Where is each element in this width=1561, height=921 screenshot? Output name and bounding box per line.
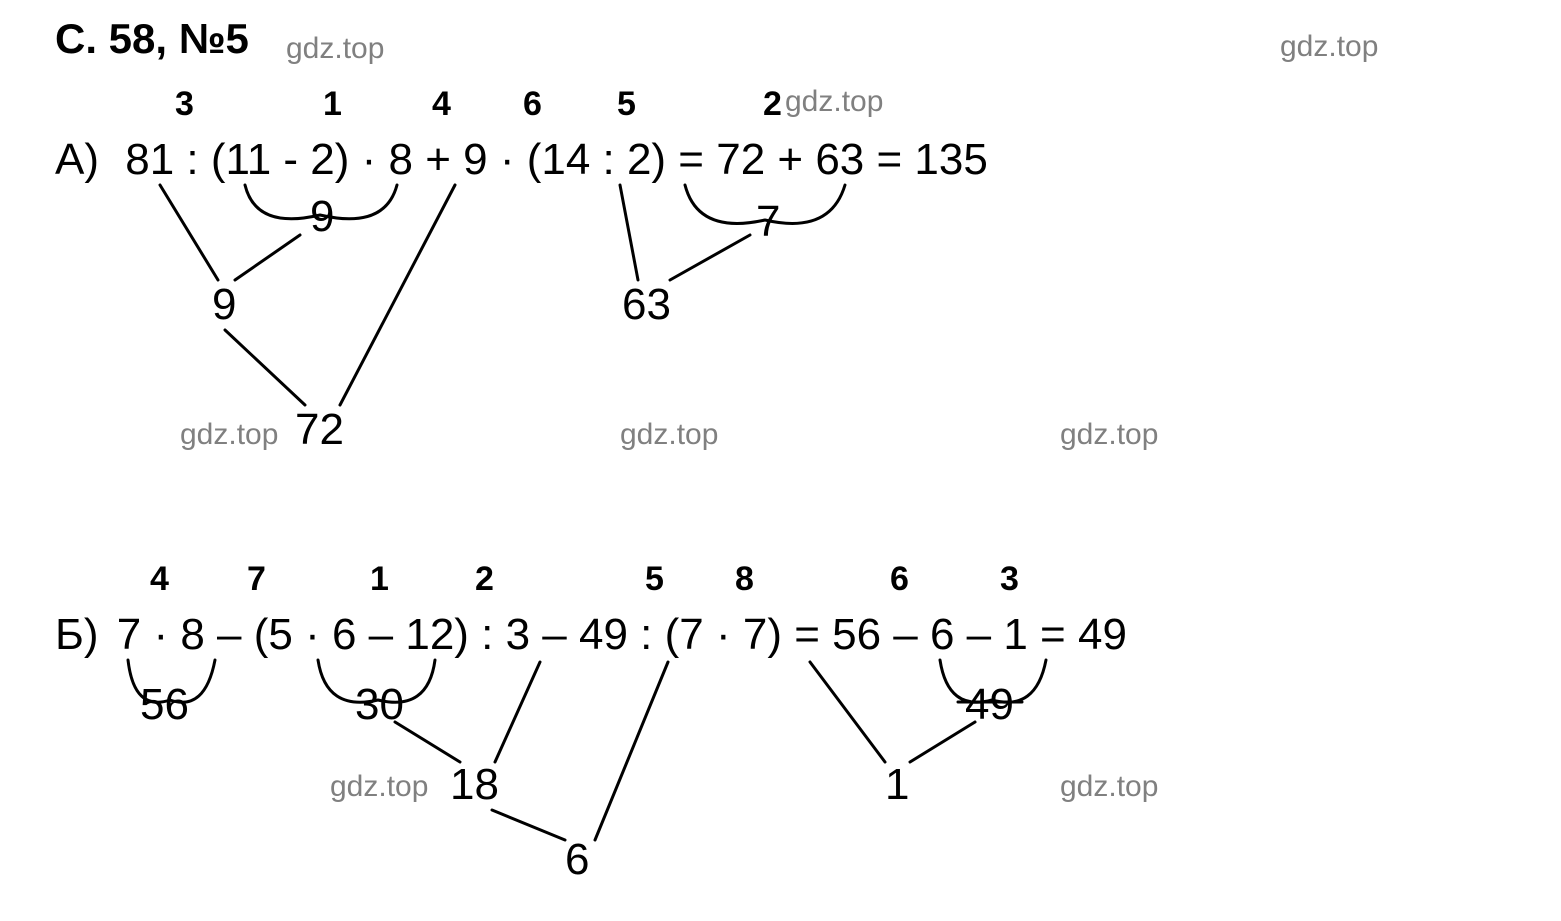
b-annot-6: 6 [565, 835, 589, 885]
watermark-top-right: gdz.top [1280, 30, 1378, 64]
b-step-8: 8 [735, 560, 754, 599]
b-step-1: 1 [370, 560, 389, 599]
a-annot-72: 72 [295, 405, 344, 455]
page-root: С. 58, №5 gdz.top gdz.top 3 1 4 6 5 2 gd… [0, 0, 1561, 921]
b-step-7: 7 [247, 560, 266, 599]
watermark-mid-right: gdz.top [1060, 418, 1158, 452]
a-annot-63: 63 [622, 280, 671, 330]
b-step-4: 4 [150, 560, 169, 599]
b-step-5: 5 [645, 560, 664, 599]
watermark-a-steps: gdz.top [785, 85, 883, 119]
b-annot-30: 30 [355, 680, 404, 730]
watermark-mid-center: gdz.top [620, 418, 718, 452]
a-expression: 81 : (11 - 2) · 8 + 9 · (14 : 2) = 72 + … [125, 135, 988, 184]
a-step-2: 2 [763, 85, 782, 124]
b-step-6: 6 [890, 560, 909, 599]
page-title: С. 58, №5 [55, 15, 249, 63]
watermark-mid-left: gdz.top [180, 418, 278, 452]
a-step-5: 5 [617, 85, 636, 124]
a-step-6: 6 [523, 85, 542, 124]
b-annot-49: 49 [965, 680, 1014, 730]
problem-b-line: Б) 7 · 8 – (5 · 6 – 12) : 3 – 49 : (7 · … [55, 610, 1127, 660]
a-step-3: 3 [175, 85, 194, 124]
watermark-title-sub: gdz.top [286, 32, 384, 66]
a-step-1: 1 [323, 85, 342, 124]
b-annot-18: 18 [450, 760, 499, 810]
a-annot-9-left: 9 [212, 280, 236, 330]
b-label: Б) [55, 610, 99, 659]
b-step-2: 2 [475, 560, 494, 599]
watermark-b-right: gdz.top [1060, 770, 1158, 804]
b-expression: 7 · 8 – (5 · 6 – 12) : 3 – 49 : (7 · 7) … [117, 610, 1127, 659]
a-label: А) [55, 135, 99, 184]
watermark-b-left: gdz.top [330, 770, 428, 804]
b-annot-1: 1 [885, 760, 909, 810]
a-annot-9-paren1: 9 [310, 192, 334, 242]
a-step-4: 4 [432, 85, 451, 124]
b-annot-56: 56 [140, 680, 189, 730]
a-annot-7-paren2: 7 [756, 197, 780, 247]
b-step-3: 3 [1000, 560, 1019, 599]
problem-a-line: А) 81 : (11 - 2) · 8 + 9 · (14 : 2) = 72… [55, 135, 988, 185]
